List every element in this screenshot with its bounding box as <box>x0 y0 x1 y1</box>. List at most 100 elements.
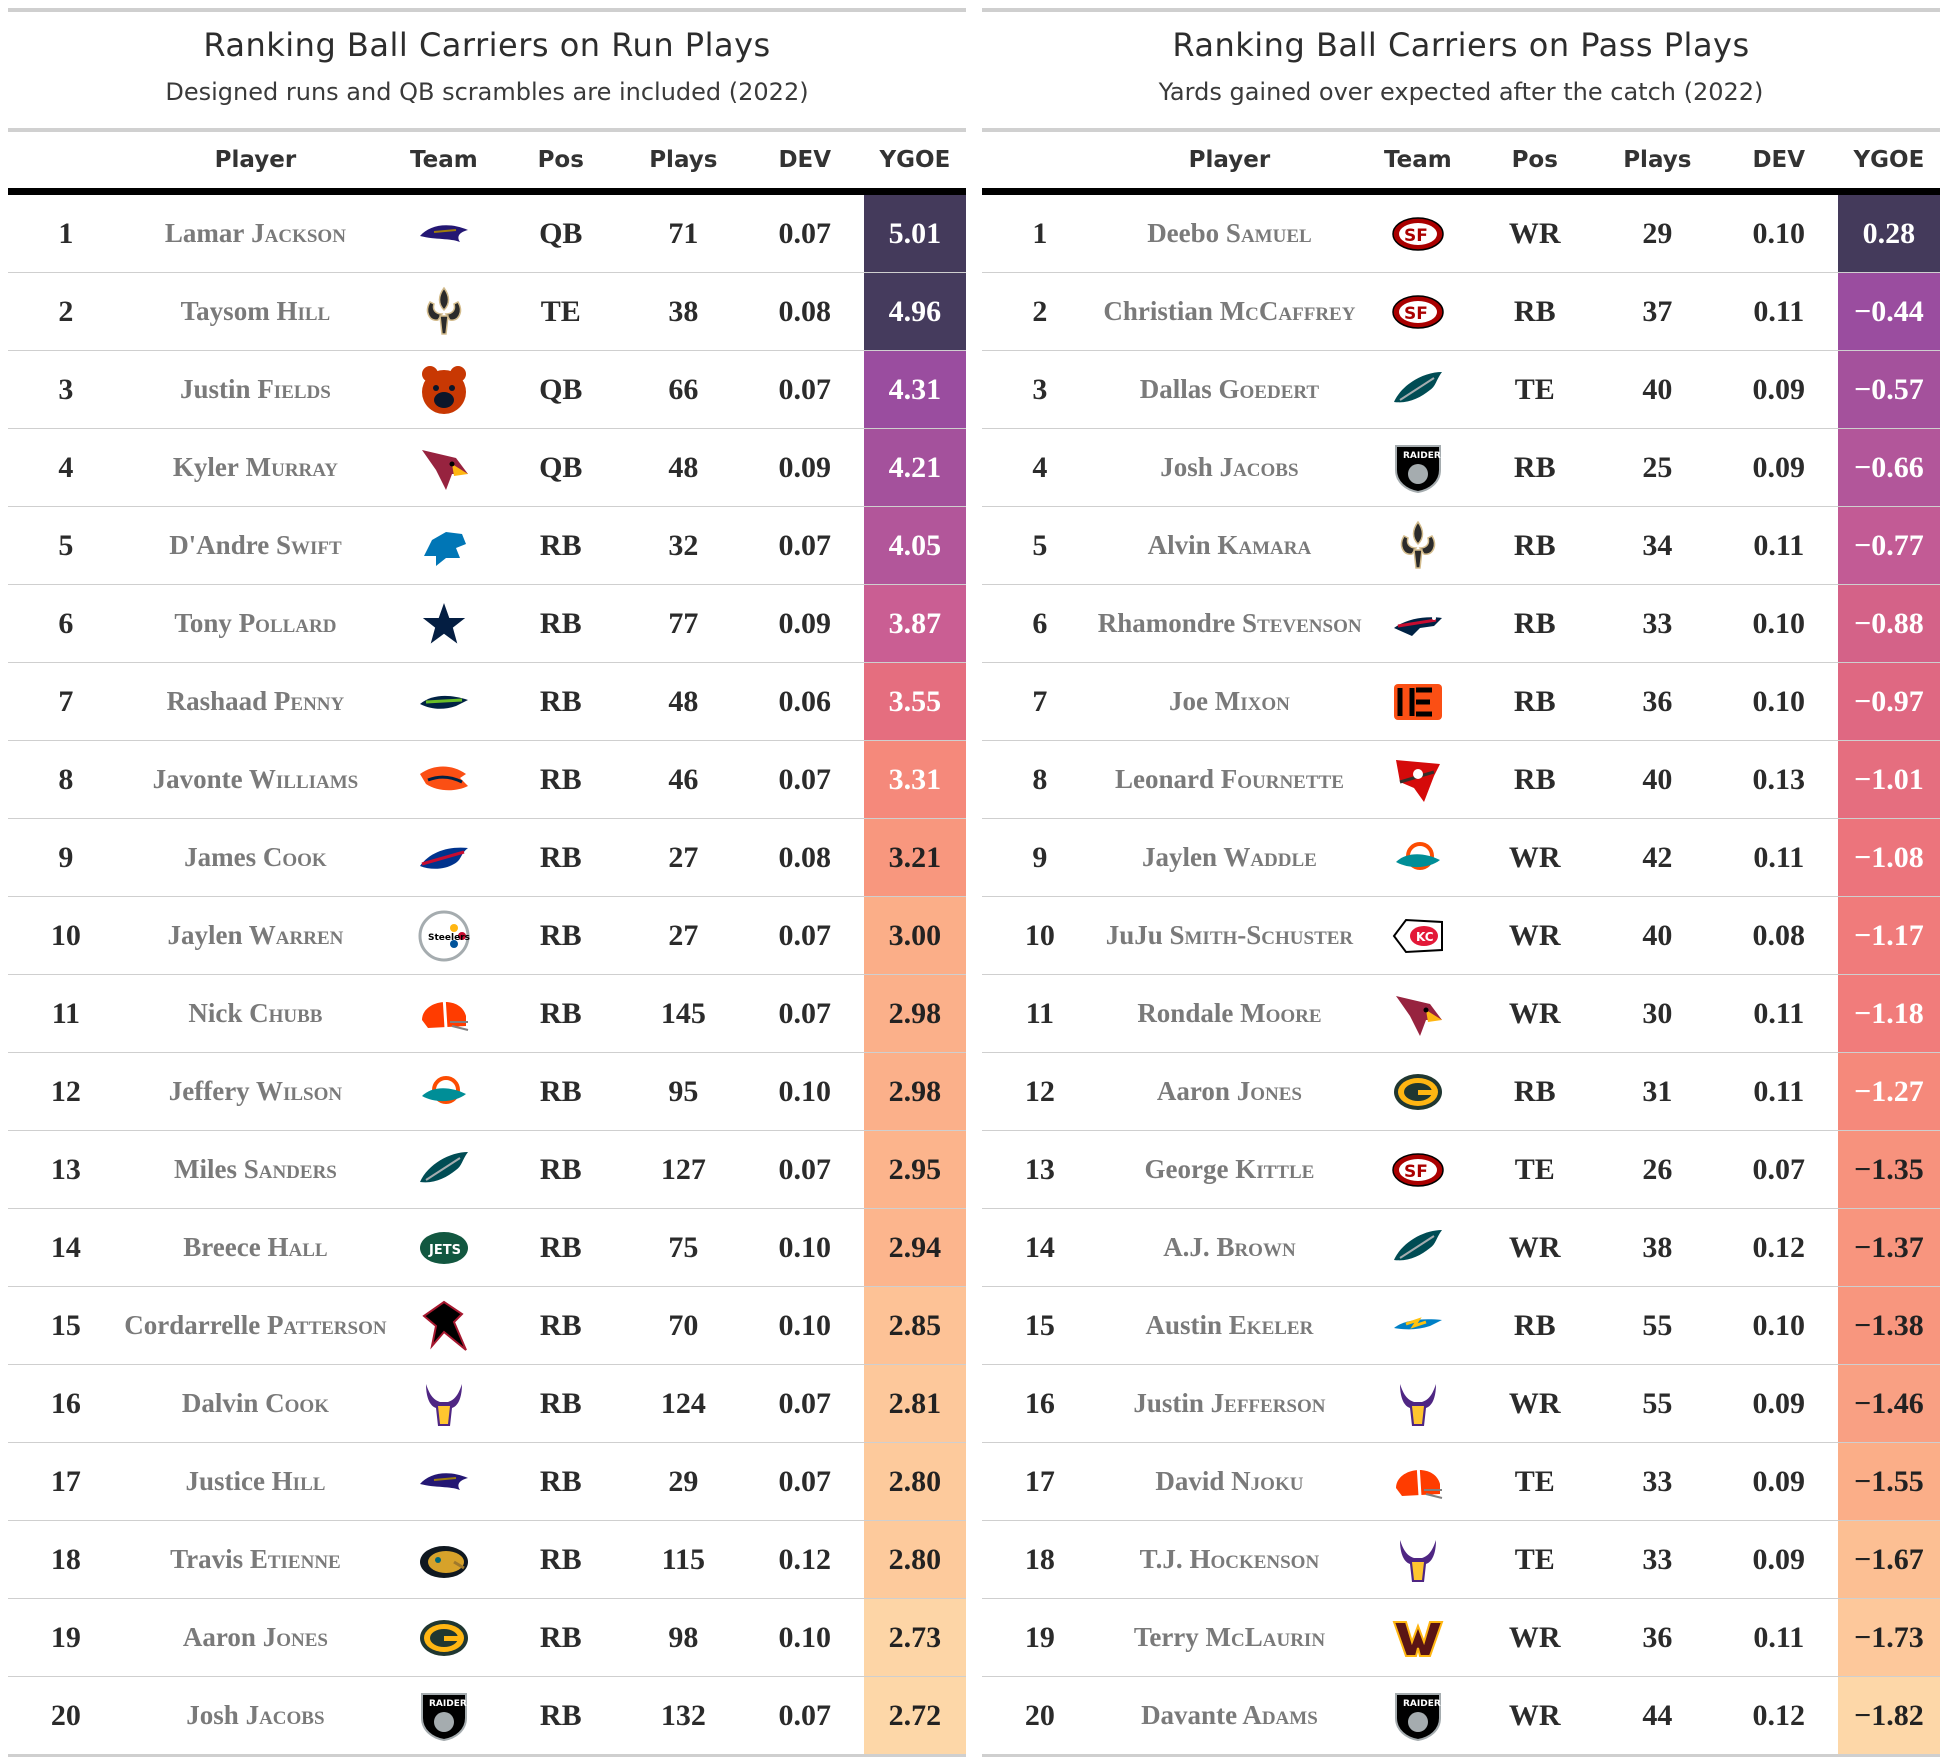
team-cell: SF <box>1361 191 1475 273</box>
player-last-name: Kamara <box>1217 530 1312 560</box>
table-row: 3 Justin Fields QB 66 0.07 4.31 <box>8 350 966 429</box>
team-cell <box>1361 1520 1475 1599</box>
pos-cell: WR <box>1474 818 1595 897</box>
pos-cell: RB <box>1474 740 1595 819</box>
pos-cell: QB <box>500 191 621 273</box>
player-last-name: Pollard <box>238 608 337 638</box>
rank-cell: 10 <box>8 896 124 975</box>
ygoe-cell: −0.57 <box>1837 350 1940 429</box>
player-last-name: Williams <box>248 764 359 794</box>
dev-cell: 0.07 <box>745 191 864 273</box>
plays-cell: 40 <box>1594 896 1720 975</box>
table-row: 8 Leonard Fournette RB 40 0.13 −1.01 <box>982 740 1940 819</box>
player-first-name: Taysom <box>180 296 270 326</box>
col-plays: Plays <box>620 132 746 195</box>
rank-cell: 12 <box>982 1052 1098 1131</box>
player-name: Christian McCaffrey <box>1097 272 1362 351</box>
player-first-name: Aaron <box>182 1622 256 1652</box>
pos-cell: RB <box>500 1052 621 1131</box>
team-cell <box>387 1520 501 1599</box>
col-player: Player <box>123 132 388 195</box>
dev-cell: 0.09 <box>1719 428 1838 507</box>
svg-text:RAIDERS: RAIDERS <box>1403 1699 1446 1709</box>
plays-cell: 66 <box>620 350 746 429</box>
player-name: George Kittle <box>1097 1130 1362 1209</box>
player-first-name: Jeffery <box>168 1076 250 1106</box>
player-last-name: Stevenson <box>1242 608 1362 638</box>
player-first-name: Miles <box>173 1154 237 1184</box>
team-cell: RAIDERS <box>1361 428 1475 507</box>
player-name: Aaron Jones <box>1097 1052 1362 1131</box>
table-title: Ranking Ball Carriers on Run Plays <box>203 26 771 64</box>
player-name: Jaylen Waddle <box>1097 818 1362 897</box>
team-cell <box>1361 818 1475 897</box>
rank-cell: 6 <box>982 584 1098 663</box>
plays-cell: 25 <box>1594 428 1720 507</box>
raiders-logo-icon: RAIDERS <box>1390 1688 1447 1744</box>
player-last-name: Swift <box>275 530 342 560</box>
player-last-name: Njoku <box>1231 1466 1304 1496</box>
player-first-name: Josh <box>186 1700 239 1730</box>
pos-cell: RB <box>500 818 621 897</box>
ygoe-cell: 3.87 <box>863 584 966 663</box>
player-last-name: Jones <box>262 1622 328 1652</box>
team-cell <box>387 1598 501 1677</box>
plays-cell: 38 <box>620 272 746 351</box>
table-row: 19 Aaron Jones RB 98 0.10 2.73 <box>8 1598 966 1677</box>
ygoe-cell: −1.17 <box>1837 896 1940 975</box>
player-first-name: Davante <box>1141 1700 1238 1730</box>
49ers-logo-icon: SF <box>1390 284 1446 340</box>
team-cell: JETS <box>387 1208 501 1287</box>
rank-cell: 6 <box>8 584 124 663</box>
rank-cell: 17 <box>982 1442 1098 1521</box>
player-last-name: Moore <box>1240 998 1322 1028</box>
dev-cell: 0.09 <box>745 584 864 663</box>
player-first-name: T.J. <box>1139 1544 1183 1574</box>
player-first-name: Rashaad <box>166 686 268 716</box>
plays-cell: 127 <box>620 1130 746 1209</box>
player-name: Tony Pollard <box>123 584 388 663</box>
plays-cell: 38 <box>1594 1208 1720 1287</box>
col-pos: Pos <box>500 132 621 195</box>
pos-cell: WR <box>1474 1676 1595 1757</box>
ygoe-cell: 2.72 <box>863 1676 966 1757</box>
dolphins-logo-icon <box>416 1064 472 1120</box>
player-name: Joe Mixon <box>1097 662 1362 741</box>
rank-cell: 17 <box>8 1442 124 1521</box>
player-first-name: Justin <box>180 374 251 404</box>
dev-cell: 0.07 <box>745 1364 864 1443</box>
plays-cell: 36 <box>1594 1598 1720 1677</box>
player-last-name: McCaffrey <box>1219 296 1356 326</box>
ravens-logo-icon <box>416 206 472 262</box>
dev-cell: 0.10 <box>1719 1286 1838 1365</box>
plays-cell: 33 <box>1594 1520 1720 1599</box>
rank-cell: 3 <box>982 350 1098 429</box>
rank-cell: 10 <box>982 896 1098 975</box>
plays-cell: 48 <box>620 662 746 741</box>
rank-cell: 19 <box>8 1598 124 1677</box>
player-name: JuJu Smith-Schuster <box>1097 896 1362 975</box>
subtitle-rule <box>8 128 966 132</box>
player-last-name: Etienne <box>249 1544 341 1574</box>
pos-cell: RB <box>1474 1286 1595 1365</box>
player-name: Dallas Goedert <box>1097 350 1362 429</box>
team-cell <box>1361 1364 1475 1443</box>
pos-cell: RB <box>500 740 621 819</box>
player-name: Austin Ekeler <box>1097 1286 1362 1365</box>
chargers-logo-icon <box>1390 1298 1446 1354</box>
rank-cell: 8 <box>8 740 124 819</box>
ygoe-cell: 2.81 <box>863 1364 966 1443</box>
pass-plays-panel: Ranking Ball Carriers on Pass Plays Yard… <box>982 8 1940 1757</box>
team-cell <box>1361 584 1475 663</box>
ygoe-cell: −1.27 <box>1837 1052 1940 1131</box>
player-last-name: Fournette <box>1220 764 1344 794</box>
player-first-name: A.J. <box>1163 1232 1210 1262</box>
dev-cell: 0.11 <box>1719 1052 1838 1131</box>
player-first-name: Jaylen <box>167 920 243 950</box>
player-last-name: Jones <box>1236 1076 1302 1106</box>
team-cell <box>1361 1598 1475 1677</box>
subtitle-rule <box>982 128 1940 132</box>
player-first-name: Jaylen <box>1142 842 1218 872</box>
pos-cell: QB <box>500 428 621 507</box>
player-name: Justice Hill <box>123 1442 388 1521</box>
